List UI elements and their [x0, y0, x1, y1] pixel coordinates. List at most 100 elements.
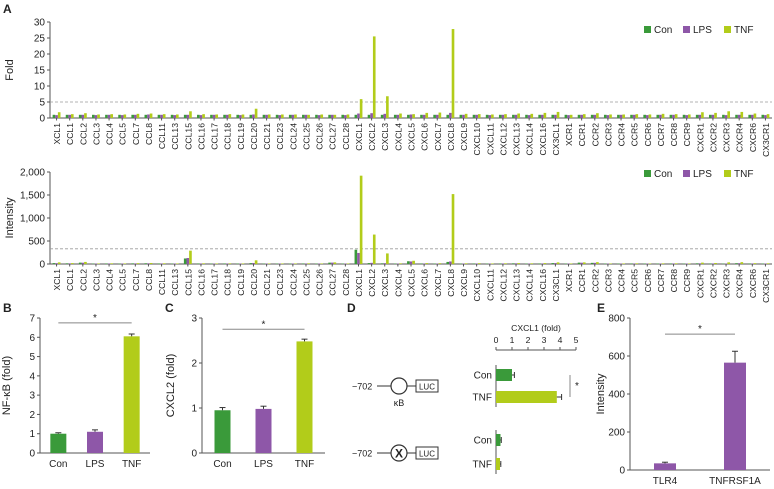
- gene-label-ccr8: CCR8: [669, 123, 679, 147]
- y-tick-label: 1,500: [20, 191, 45, 202]
- y-tick-label: 6: [29, 333, 35, 344]
- bar-con-cxcl1: [354, 249, 358, 264]
- bar-tnf-ccr9: [687, 263, 691, 264]
- bar-con-cxcl14: [525, 114, 528, 118]
- bar-tnf-ccl27: [333, 114, 337, 118]
- bar-tnf-cxcr2: [714, 262, 717, 264]
- y-tick-label: 3: [29, 391, 35, 402]
- x-tick-label: 0: [494, 335, 499, 345]
- y-tick-label: 0: [191, 449, 197, 460]
- gene-label-ccr1: CCR1: [577, 269, 587, 293]
- bar-tnf-ccr5: [635, 114, 639, 118]
- gene-label-cxcr4: CXCR4: [735, 269, 745, 298]
- bar-tnf-ccr3: [609, 114, 612, 118]
- kb-label: κB: [394, 398, 405, 408]
- bar-con-cxcl2: [367, 263, 371, 264]
- bar-tnf-cxcl16: [543, 112, 547, 118]
- bar-lps-ccl27: [330, 114, 334, 118]
- bar-tnf-ccl19: [241, 114, 245, 118]
- gene-label-ccl25: CCL25: [301, 123, 311, 150]
- bar-con-ccl5: [118, 114, 121, 118]
- gene-label-ccl7: CCL7: [131, 269, 141, 291]
- gene-label-ccl15: CCL15: [183, 123, 193, 150]
- gene-label-ccl28: CCL28: [341, 269, 351, 296]
- gene-label-ccr7: CCR7: [656, 269, 666, 293]
- gene-label-ccl27: CCL27: [328, 123, 338, 150]
- bar-con-cx3cr1: [761, 114, 765, 118]
- bar-con-xcl1: [52, 263, 56, 264]
- bar-tnf-ccl8: [149, 113, 153, 118]
- bar-tnf-cxcr3: [727, 111, 730, 118]
- gene-label-ccl3: CCL3: [91, 123, 101, 145]
- bar-con-cxcl13: [512, 114, 515, 118]
- bar-lps-ccr4: [619, 114, 623, 118]
- bar-tnf-cxcl8: [451, 194, 455, 264]
- bar-tnf-cx3cl1: [556, 111, 560, 118]
- y-tick-label: 400: [608, 390, 625, 401]
- bar-tnf-ccl19: [241, 263, 245, 264]
- gene-label-cxcl9: CXCL9: [459, 123, 469, 151]
- bar-tnf-ccl20: [254, 260, 258, 264]
- bar-con-ccl8: [144, 263, 148, 264]
- bar-lps-ccr8: [672, 114, 675, 118]
- gene-label-ccl11: CCL11: [157, 123, 167, 149]
- bar-con-ccl4: [105, 263, 108, 264]
- bar-tnf-xcl1: [57, 112, 61, 118]
- x-axis-label: CXCL1 (fold): [511, 323, 561, 333]
- category-label-tnf: TNF: [473, 393, 492, 404]
- bar-con: [50, 433, 67, 453]
- bar-tnf-cxcr4: [740, 111, 744, 118]
- y-tick-label: 2: [29, 410, 35, 421]
- gene-label-ccr5: CCR5: [630, 123, 640, 147]
- y-tick-label: 20: [34, 50, 46, 61]
- gene-label-ccl15: CCL15: [183, 269, 193, 296]
- category-label-tlr4: TLR4: [653, 476, 678, 487]
- bar-tnf-ccl3: [97, 114, 100, 118]
- bar-tnf-cxcl12: [504, 114, 507, 118]
- gene-label-cxcl12: CXCL12: [498, 123, 508, 156]
- bar-tnf: [296, 341, 313, 453]
- gene-label-cxcl7: CXCL7: [433, 123, 443, 151]
- bar-con-cxcl3: [380, 263, 384, 264]
- gene-label-cxcr1: CXCR1: [695, 269, 705, 298]
- luc-box: [415, 379, 439, 393]
- bar-mutant-tnf: [496, 458, 500, 470]
- bar-lps-cxcr1: [698, 114, 702, 118]
- bar-lps-cx3cl1: [554, 114, 557, 118]
- bar-con-ccl16: [197, 114, 200, 118]
- bar-con-ccl2: [78, 114, 82, 118]
- gene-label-cx3cl1: CX3CL1: [551, 123, 561, 156]
- bar-lps-ccl15: [186, 258, 190, 264]
- bar-lps-cxcr4: [737, 114, 741, 118]
- bar-lps-cxcl8: [449, 261, 452, 264]
- y-axis-label: Intensity: [4, 197, 16, 238]
- bar-tnf-ccr9: [687, 114, 691, 118]
- gene-label-cxcr1: CXCR1: [695, 123, 705, 152]
- bar-lps-cxcl14: [527, 115, 531, 118]
- gene-label-ccl17: CCL17: [210, 269, 220, 296]
- y-tick-label: 800: [608, 314, 625, 325]
- gene-label-cxcl1: CXCL1: [354, 269, 364, 297]
- bar-con-ccr2: [590, 262, 594, 264]
- bar-tnf-ccl4: [110, 114, 114, 118]
- bar-tnf-ccl2: [84, 113, 87, 118]
- bar-con-cxcl13: [512, 263, 515, 264]
- category-label-tnfrsf1a: TNFRSF1A: [709, 476, 761, 487]
- legend-swatch-tnf: [724, 170, 731, 177]
- bar-lps-ccr1: [580, 262, 583, 264]
- gene-label-cxcr3: CXCR3: [722, 123, 732, 152]
- bar-lps-cxcl12: [501, 114, 505, 118]
- bar-tnf-cx3cl1: [556, 262, 560, 264]
- bar-tnf-ccl18: [228, 263, 232, 264]
- panel-label-d: D: [347, 301, 356, 315]
- bar-con-cxcl5: [407, 114, 410, 118]
- gene-label-ccr7: CCR7: [656, 123, 666, 147]
- bar-lps-cxcl9: [462, 114, 465, 118]
- legend-label-tnf: TNF: [734, 169, 753, 180]
- bar-lps-ccl24: [291, 114, 295, 118]
- bar-lps-cxcl1: [357, 252, 360, 264]
- bar-con-cxcl3: [380, 114, 384, 118]
- gene-label-ccl13: CCL13: [170, 123, 180, 150]
- bar-lps-ccl4: [107, 263, 111, 264]
